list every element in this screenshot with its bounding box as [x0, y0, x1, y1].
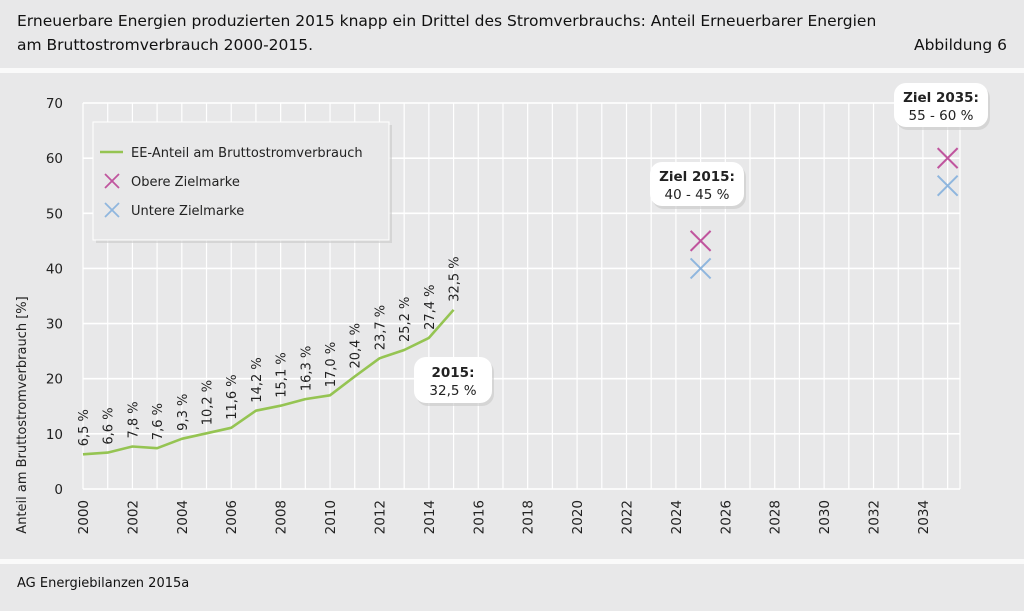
figure-header: Erneuerbare Energien produzierten 2015 k…	[0, 0, 1024, 68]
y-axis-label: Anteil am Bruttostromverbrauch [%]	[15, 296, 30, 533]
target-cross-stroke	[689, 257, 712, 280]
callout-box: Ziel 2035: 55 - 60 %	[894, 83, 990, 130]
x-tick-label: 2000	[76, 500, 92, 534]
y-tick-label: 0	[54, 482, 63, 498]
data-label: 9,3 %	[176, 394, 191, 431]
callout-value: 32,5 %	[429, 383, 476, 399]
x-tick-label: 2028	[768, 500, 784, 534]
target-markers	[689, 147, 959, 280]
data-label: 14,2 %	[250, 357, 265, 402]
target-cross-stroke	[689, 230, 712, 252]
data-label: 25,2 %	[398, 297, 413, 342]
x-tick-label: 2006	[224, 500, 240, 534]
y-tick-label: 20	[46, 372, 63, 388]
x-tick-label: 2022	[619, 500, 635, 534]
legend-label: Obere Zielmarke	[131, 175, 240, 190]
footer-divider	[0, 559, 1024, 564]
x-tick-label: 2008	[274, 500, 290, 534]
callout-title: Ziel 2015:	[659, 169, 735, 185]
data-label: 7,8 %	[126, 401, 141, 438]
chart-title: Erneuerbare Energien produzierten 2015 k…	[17, 12, 877, 54]
legend-item: Obere Zielmarke	[104, 173, 240, 190]
x-tick-label: 2014	[422, 500, 438, 534]
x-tick-label: 2018	[521, 500, 537, 534]
data-label: 10,2 %	[201, 380, 216, 425]
x-tick-label: 2026	[718, 500, 734, 534]
series-line-ee-anteil	[82, 308, 455, 456]
data-label: 27,4 %	[423, 284, 438, 329]
legend-item: Untere Zielmarke	[104, 202, 244, 219]
data-label: 6,5 %	[77, 409, 92, 446]
target-cross-stroke	[936, 175, 959, 197]
header-divider	[0, 68, 1024, 73]
data-label: 11,6 %	[225, 374, 240, 419]
legend: EE-Anteil am Bruttostromverbrauch Obere Z…	[92, 121, 392, 243]
y-tick-label: 50	[46, 206, 63, 222]
y-tick-label: 70	[46, 96, 63, 112]
plot-area: 0 10 20 30 40 50 60 70 2000 2002 2004 2006 2008 2010 2…	[0, 73, 1024, 559]
target-marker-upper	[689, 230, 712, 252]
x-tick-label: 2034	[916, 500, 932, 534]
legend-label: Untere Zielmarke	[131, 204, 244, 219]
y-tick-label: 10	[46, 427, 63, 443]
callout-background	[894, 83, 988, 127]
legend-item: EE-Anteil am Bruttostromverbrauch	[100, 146, 363, 161]
x-tick-label: 2004	[175, 500, 191, 534]
legend-swatch-cross	[104, 202, 120, 218]
data-label: 20,4 %	[349, 323, 364, 368]
source-note: AG Energiebilanzen 2015a	[17, 576, 190, 591]
y-tick-label: 40	[46, 261, 63, 277]
y-tick-label: 30	[46, 317, 63, 333]
figure-label: Abbildung 6	[913, 36, 1007, 54]
callout-value: 40 - 45 %	[665, 187, 730, 203]
x-tick-label: 2032	[867, 500, 883, 534]
data-label: 6,6 %	[102, 407, 117, 444]
x-tick-label: 2030	[817, 500, 833, 534]
callout-title: 2015:	[432, 365, 475, 381]
data-label: 17,0 %	[324, 342, 339, 387]
x-tick-label: 2020	[570, 500, 586, 534]
y-tick-label: 60	[46, 151, 63, 167]
data-label: 15,1 %	[275, 352, 290, 397]
legend-box	[92, 121, 390, 241]
x-tick-label: 2002	[125, 500, 141, 534]
legend-label: EE-Anteil am Bruttostromverbrauch	[131, 146, 363, 161]
data-label: 7,6 %	[151, 403, 166, 440]
series	[82, 308, 455, 456]
target-cross-stroke	[936, 147, 959, 169]
x-tick-label: 2010	[323, 500, 339, 534]
target-marker-lower	[936, 175, 959, 197]
callout-value: 55 - 60 %	[909, 108, 974, 124]
callout-box: Ziel 2015: 40 - 45 %	[650, 162, 746, 209]
callout-box: 2015: 32,5 %	[414, 357, 494, 406]
x-tick-label: 2024	[669, 500, 685, 534]
target-marker-upper	[936, 147, 959, 169]
x-tick-label: 2012	[372, 500, 388, 534]
callout-title: Ziel 2035:	[903, 90, 979, 106]
data-labels: 6,5 % 6,6 % 7,8 % 7,6 % 9,3 % 10,2 % 11,6 % 14,…	[77, 256, 463, 446]
x-tick-label: 2016	[471, 500, 487, 534]
callout-background	[414, 357, 492, 403]
legend-swatch-cross	[104, 173, 120, 189]
data-label: 16,3 %	[299, 346, 314, 391]
callout-background	[650, 162, 744, 206]
data-label: 32,5 %	[448, 256, 463, 301]
target-marker-lower	[689, 257, 712, 280]
data-label: 23,7 %	[373, 305, 388, 350]
callouts: 2015: 32,5 % Ziel 2015: 40 - 45 % Ziel 2035:…	[414, 83, 990, 406]
